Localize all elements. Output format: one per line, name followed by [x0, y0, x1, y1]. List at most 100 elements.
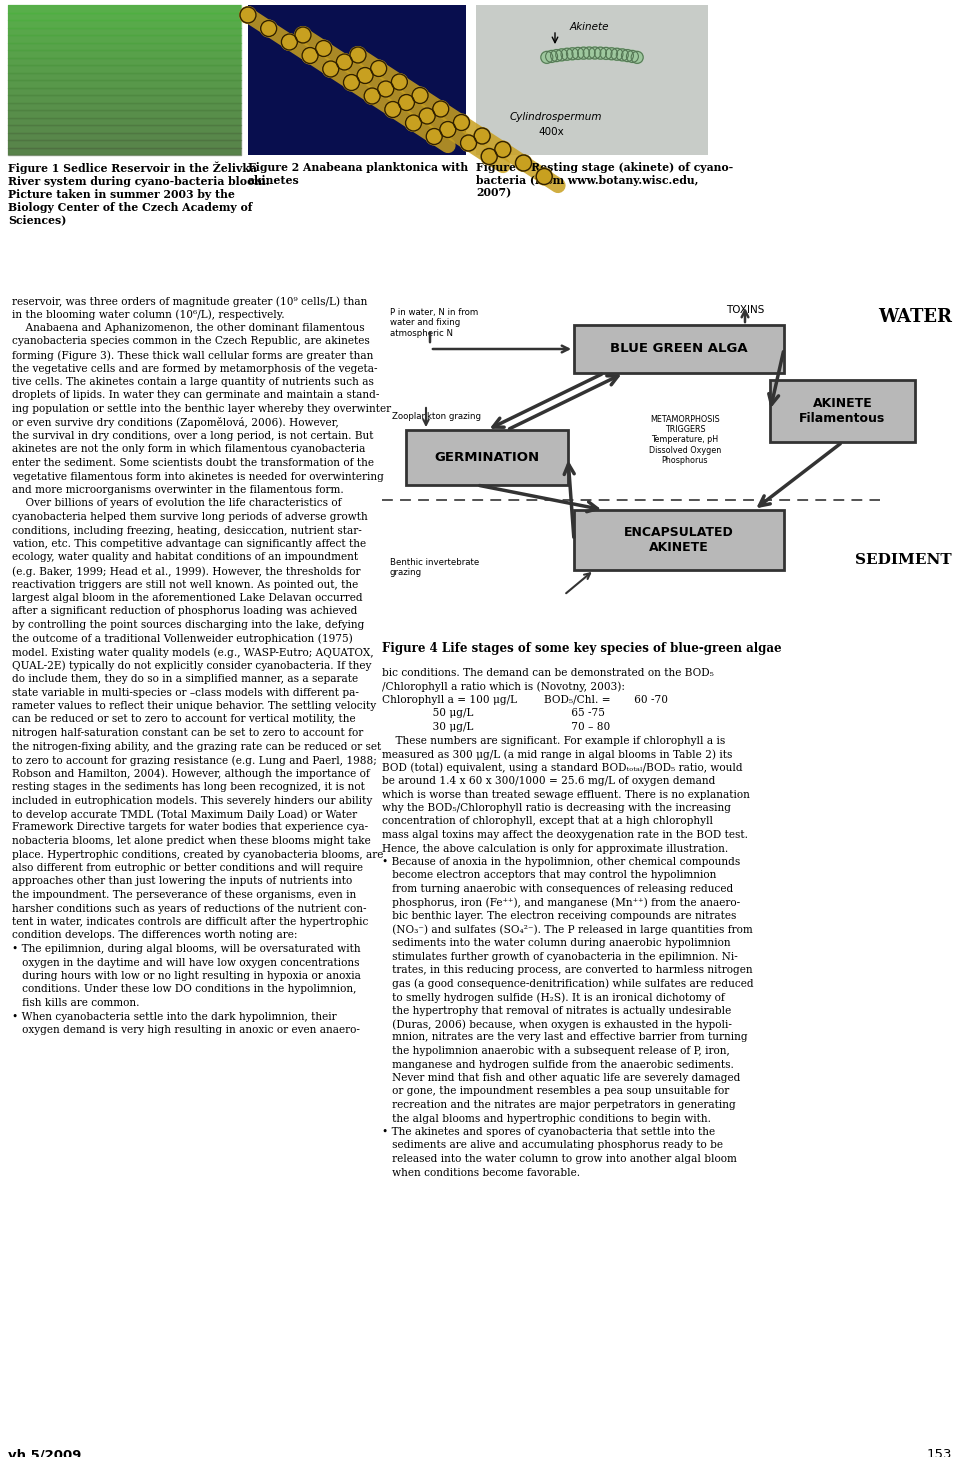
Text: stimulates further growth of cyanobacteria in the epilimnion. Ni-: stimulates further growth of cyanobacter… [382, 951, 737, 962]
Circle shape [545, 51, 558, 63]
Text: cyanobacteria species common in the Czech Republic, are akinetes: cyanobacteria species common in the Czec… [12, 337, 370, 347]
Text: tive cells. The akinetes contain a large quantity of nutrients such as: tive cells. The akinetes contain a large… [12, 377, 373, 388]
Circle shape [453, 115, 469, 131]
Circle shape [594, 47, 607, 60]
Text: Over billions of years of evolution the life characteristics of: Over billions of years of evolution the … [12, 498, 342, 508]
Circle shape [600, 48, 612, 60]
Text: fish kills are common.: fish kills are common. [12, 998, 139, 1008]
Text: droplets of lipids. In water they can germinate and maintain a stand-: droplets of lipids. In water they can ge… [12, 390, 379, 401]
Circle shape [240, 7, 256, 23]
Circle shape [344, 74, 359, 90]
Text: the hypertrophy that removal of nitrates is actually undesirable: the hypertrophy that removal of nitrates… [382, 1005, 732, 1016]
Text: or even survive dry conditions (Zapomělová, 2006). However,: or even survive dry conditions (Zapomělo… [12, 418, 339, 428]
Circle shape [551, 50, 563, 61]
Text: Robson and Hamilton, 2004). However, although the importance of: Robson and Hamilton, 2004). However, alt… [12, 768, 370, 779]
Text: Figure 2 Anabeana planktonica with
akinetes: Figure 2 Anabeana planktonica with akine… [248, 162, 468, 186]
Text: largest algal bloom in the aforementioned Lake Delavan occurred: largest algal bloom in the aforementione… [12, 593, 363, 603]
Text: ENCAPSULATED
AKINETE: ENCAPSULATED AKINETE [624, 526, 733, 554]
Bar [406, 430, 568, 485]
Text: Chlorophyll a = 100 μg/L        BOD₅/Chl. =       60 -70: Chlorophyll a = 100 μg/L BOD₅/Chl. = 60 … [382, 695, 668, 705]
Circle shape [540, 51, 553, 63]
Text: gas (a good consequence-denitrification) while sulfates are reduced: gas (a good consequence-denitrification)… [382, 979, 754, 989]
Text: also different from eutrophic or better conditions and will require: also different from eutrophic or better … [12, 863, 363, 873]
Circle shape [357, 67, 373, 83]
Circle shape [566, 48, 579, 60]
Bar [8, 4, 241, 154]
Circle shape [392, 74, 407, 90]
Circle shape [474, 128, 491, 144]
Text: Figure 4 Life stages of some key species of blue-green algae: Figure 4 Life stages of some key species… [382, 643, 781, 656]
Text: when conditions become favorable.: when conditions become favorable. [382, 1167, 580, 1177]
Text: 153: 153 [926, 1448, 952, 1457]
Text: Figure 1 Sedlice Reservoir in the Želivka
River system during cyano-bacteria blo: Figure 1 Sedlice Reservoir in the Želivk… [8, 162, 270, 226]
Text: oxygen in the daytime and will have low oxygen concentrations: oxygen in the daytime and will have low … [12, 957, 359, 967]
Circle shape [588, 47, 601, 60]
Text: sediments into the water column during anaerobic hypolimnion: sediments into the water column during a… [382, 938, 731, 949]
Circle shape [494, 141, 511, 157]
Circle shape [606, 48, 617, 60]
Text: condition develops. The differences worth noting are:: condition develops. The differences wort… [12, 931, 298, 941]
Text: Cylindrospermum: Cylindrospermum [510, 112, 603, 122]
Bar [770, 380, 915, 441]
Text: by controlling the point sources discharging into the lake, defying: by controlling the point sources dischar… [12, 621, 365, 629]
Circle shape [377, 82, 394, 98]
Text: harsher conditions such as years of reductions of the nutrient con-: harsher conditions such as years of redu… [12, 903, 367, 914]
Text: released into the water column to grow into another algal bloom: released into the water column to grow i… [382, 1154, 737, 1164]
Text: TOXINS: TOXINS [726, 305, 764, 315]
Text: SEDIMENT: SEDIMENT [855, 554, 952, 567]
Text: 400x: 400x [538, 127, 564, 137]
Text: oxygen demand is very high resulting in anoxic or even anaero-: oxygen demand is very high resulting in … [12, 1026, 360, 1034]
Circle shape [398, 95, 415, 111]
Text: during hours with low or no light resulting in hypoxia or anoxia: during hours with low or no light result… [12, 970, 361, 981]
Circle shape [556, 50, 567, 61]
Bar [476, 4, 708, 154]
Text: nobacteria blooms, let alone predict when these blooms might take: nobacteria blooms, let alone predict whe… [12, 836, 371, 847]
Text: state variable in multi-species or –class models with different pa-: state variable in multi-species or –clas… [12, 688, 359, 698]
Bar [248, 4, 466, 154]
Text: bic conditions. The demand can be demonstrated on the BOD₅: bic conditions. The demand can be demons… [382, 667, 714, 678]
Text: Anabaena and Aphanizomenon, the other dominant filamentous: Anabaena and Aphanizomenon, the other do… [12, 323, 365, 334]
Circle shape [572, 48, 584, 60]
Text: concentration of chlorophyll, except that at a high chlorophyll: concentration of chlorophyll, except tha… [382, 816, 713, 826]
Text: vh 5/2009: vh 5/2009 [8, 1448, 82, 1457]
Text: Akinete: Akinete [570, 22, 610, 32]
Text: the vegetative cells and are formed by metamorphosis of the vegeta-: the vegetative cells and are formed by m… [12, 363, 377, 373]
Text: the nitrogen-fixing ability, and the grazing rate can be reduced or set: the nitrogen-fixing ability, and the gra… [12, 742, 381, 752]
Text: mnion, nitrates are the very last and effective barrier from turning: mnion, nitrates are the very last and ef… [382, 1033, 748, 1043]
Text: resting stages in the sediments has long been recognized, it is not: resting stages in the sediments has long… [12, 782, 365, 793]
Circle shape [281, 34, 298, 50]
Text: AKINETE
Filamentous: AKINETE Filamentous [800, 396, 886, 425]
Text: • The epilimnion, during algal blooms, will be oversaturated with: • The epilimnion, during algal blooms, w… [12, 944, 361, 954]
Circle shape [516, 154, 532, 170]
Text: and more microorganisms overwinter in the filamentous form.: and more microorganisms overwinter in th… [12, 485, 344, 495]
Text: after a significant reduction of phosphorus loading was achieved: after a significant reduction of phospho… [12, 606, 357, 616]
Text: from turning anaerobic with consequences of releasing reduced: from turning anaerobic with consequences… [382, 884, 733, 895]
Text: model. Existing water quality models (e.g., WASP-Eutro; AQUATOX,: model. Existing water quality models (e.… [12, 647, 373, 657]
Circle shape [583, 47, 595, 60]
Text: Framework Directive targets for water bodies that experience cya-: Framework Directive targets for water bo… [12, 823, 368, 832]
Text: • When cyanobacteria settle into the dark hypolimnion, their: • When cyanobacteria settle into the dar… [12, 1011, 337, 1021]
Text: do include them, they do so in a simplified manner, as a separate: do include them, they do so in a simplif… [12, 675, 358, 683]
Text: BOD (total) equivalent, using a standard BODₜₒₜₐₗ/BOD₅ ratio, would: BOD (total) equivalent, using a standard… [382, 762, 743, 774]
Text: 50 μg/L                             65 -75: 50 μg/L 65 -75 [382, 708, 605, 718]
Circle shape [405, 115, 421, 131]
Text: recreation and the nitrates are major perpetrators in generating: recreation and the nitrates are major pe… [382, 1100, 735, 1110]
Text: can be reduced or set to zero to account for vertical motility, the: can be reduced or set to zero to account… [12, 714, 355, 724]
Circle shape [295, 28, 311, 44]
Text: /Chlorophyll a ratio which is (Novotny, 2003):: /Chlorophyll a ratio which is (Novotny, … [382, 682, 625, 692]
Text: vegetative filamentous form into akinetes is needed for overwintering: vegetative filamentous form into akinete… [12, 472, 384, 481]
Circle shape [371, 61, 387, 77]
Circle shape [561, 48, 573, 60]
Text: akinetes are not the only form in which filamentous cyanobacteria: akinetes are not the only form in which … [12, 444, 366, 455]
Circle shape [261, 20, 276, 36]
Text: These numbers are significant. For example if chlorophyll a is: These numbers are significant. For examp… [382, 736, 725, 746]
Text: Benthic invertebrate
grazing: Benthic invertebrate grazing [390, 558, 479, 577]
Text: Zooplankton grazing: Zooplankton grazing [392, 412, 481, 421]
Circle shape [461, 136, 476, 152]
Text: QUAL-2E) typically do not explicitly consider cyanobacteria. If they: QUAL-2E) typically do not explicitly con… [12, 660, 372, 672]
Text: vation, etc. This competitive advantage can significantly affect the: vation, etc. This competitive advantage … [12, 539, 366, 549]
Text: to zero to account for grazing resistance (e.g. Lung and Paerl, 1988;: to zero to account for grazing resistanc… [12, 755, 376, 765]
Circle shape [420, 108, 435, 124]
Text: METAMORPHOSIS
TRIGGERS
Temperature, pH
Dissolved Oxygen
Phosphorus: METAMORPHOSIS TRIGGERS Temperature, pH D… [649, 415, 721, 465]
Text: or gone, the impoundment resembles a pea soup unsuitable for: or gone, the impoundment resembles a pea… [382, 1087, 730, 1097]
